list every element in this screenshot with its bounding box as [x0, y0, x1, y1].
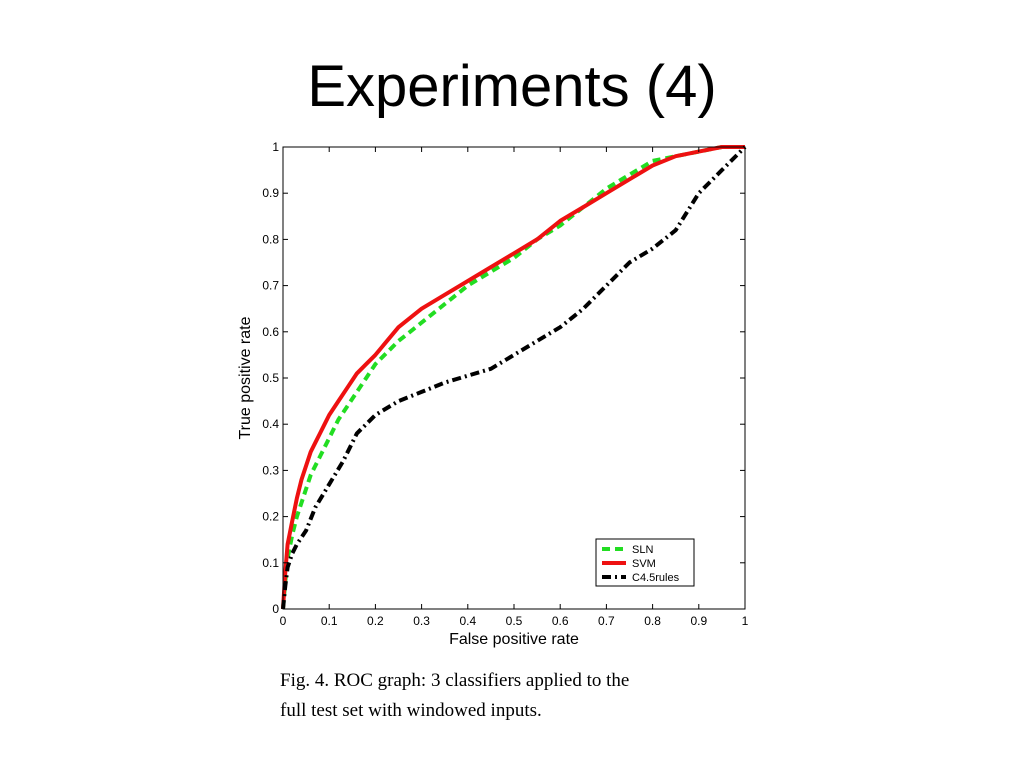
y-axis-label: True positive rate	[237, 316, 254, 439]
y-tick-label: 0.6	[262, 325, 279, 339]
x-tick-label: 1	[742, 614, 749, 628]
x-axis-label: False positive rate	[449, 631, 579, 648]
x-tick-label: 0.1	[321, 614, 338, 628]
y-tick-label: 0.9	[262, 186, 279, 200]
y-tick-label: 0	[272, 602, 279, 616]
x-tick-label: 0.9	[690, 614, 707, 628]
x-tick-label: 0.7	[598, 614, 615, 628]
axes-layer: 0 0.1 0.2 0.3 0.4 0.5 0.6 0.7 0.8 0.9 1 0 0.1 0.2 0.3 0…	[237, 140, 749, 648]
legend: SLN SVM C4.5rules	[595, 538, 695, 587]
series-line-svm	[281, 145, 745, 610]
figure-caption: Fig. 4. ROC graph: 3 classifiers applied…	[280, 666, 720, 726]
y-tick-label: 0.7	[262, 279, 279, 293]
series-line-sln	[281, 145, 745, 610]
slide-title: Experiments (4)	[307, 54, 717, 119]
x-tick-label: 0.2	[367, 614, 384, 628]
x-tick-label: 0	[280, 614, 287, 628]
y-tick-label: 0.3	[262, 463, 279, 477]
series-layer	[281, 145, 747, 610]
y-tick-label: 1	[272, 140, 279, 154]
x-tick-label: 0.5	[506, 614, 523, 628]
x-tick-label: 0.3	[413, 614, 430, 628]
y-tick-label: 0.2	[262, 510, 279, 524]
x-tick-label: 0.6	[552, 614, 569, 628]
x-tick-label: 0.8	[644, 614, 661, 628]
y-tick-label: 0.4	[262, 417, 279, 431]
y-tick-label: 0.5	[262, 371, 279, 385]
legend-label: C4.5rules	[632, 572, 680, 584]
legend-label: SVM	[632, 558, 656, 570]
caption-line-2: full test set with windowed inputs.	[280, 700, 542, 721]
caption-line-1: Fig. 4. ROC graph: 3 classifiers applied…	[280, 670, 630, 691]
y-tick-label: 0.1	[262, 556, 279, 570]
legend-label: SLN	[632, 544, 653, 556]
x-tick-label: 0.4	[459, 614, 476, 628]
series-line-c4-5rules	[281, 145, 747, 610]
y-tick-label: 0.8	[262, 232, 279, 246]
